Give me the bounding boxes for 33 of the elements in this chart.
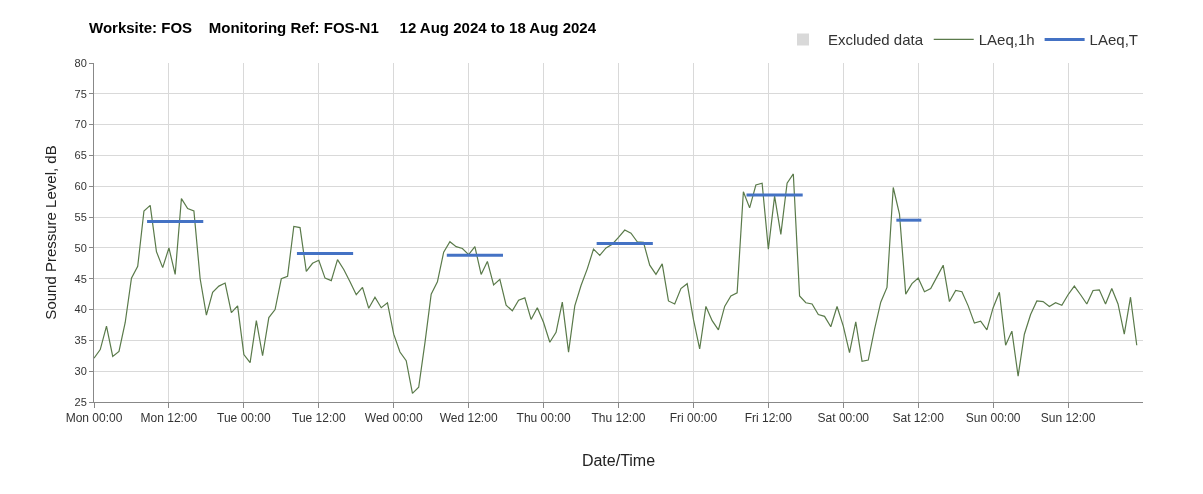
legend-label: Excluded data	[828, 31, 924, 49]
x-tick-label: Tue 12:00	[291, 411, 346, 426]
x-tick-label: Mon 00:00	[65, 411, 123, 426]
legend-label: LAeq,T	[1089, 31, 1138, 49]
legend-label: LAeq,1h	[978, 31, 1035, 49]
y-tick-label: 45	[74, 272, 87, 285]
y-tick-label: 55	[74, 210, 87, 223]
y-tick-label: 80	[74, 56, 87, 69]
x-tick-label: Wed 00:00	[364, 411, 423, 426]
y-tick-label: 30	[74, 365, 87, 378]
y-tick-label: 65	[74, 149, 87, 162]
y-axis-title: Sound Pressure Level, dB	[41, 145, 59, 320]
y-tick-label: 50	[74, 241, 87, 254]
x-tick-label: Sun 12:00	[1040, 411, 1096, 426]
y-tick-label: 60	[74, 180, 87, 193]
x-tick-label: Tue 00:00	[217, 411, 271, 426]
x-tick-label: Sat 00:00	[817, 411, 870, 426]
y-tick-label: 40	[74, 303, 87, 316]
chart-title: Worksite: FOS Monitoring Ref: FOS-N1 12 Aug 2024 to 18 Aug 2024	[89, 18, 597, 36]
x-tick-label: Fri 00:00	[669, 411, 718, 426]
y-tick-label: 75	[74, 87, 87, 100]
y-tick-label: 35	[74, 334, 87, 347]
x-tick-label: Wed 12:00	[439, 411, 498, 426]
x-tick-label: Sat 12:00	[892, 411, 945, 426]
x-tick-label: Thu 00:00	[516, 411, 571, 426]
y-tick-label: 25	[74, 395, 87, 408]
y-tick-label: 70	[74, 118, 87, 131]
x-tick-label: Fri 12:00	[744, 411, 793, 426]
x-tick-label: Sun 00:00	[965, 411, 1021, 426]
x-tick-label: Mon 12:00	[140, 411, 198, 426]
x-axis-title: Date/Time	[581, 452, 656, 470]
x-tick-label: Thu 12:00	[591, 411, 646, 426]
line-series	[94, 173, 1138, 394]
